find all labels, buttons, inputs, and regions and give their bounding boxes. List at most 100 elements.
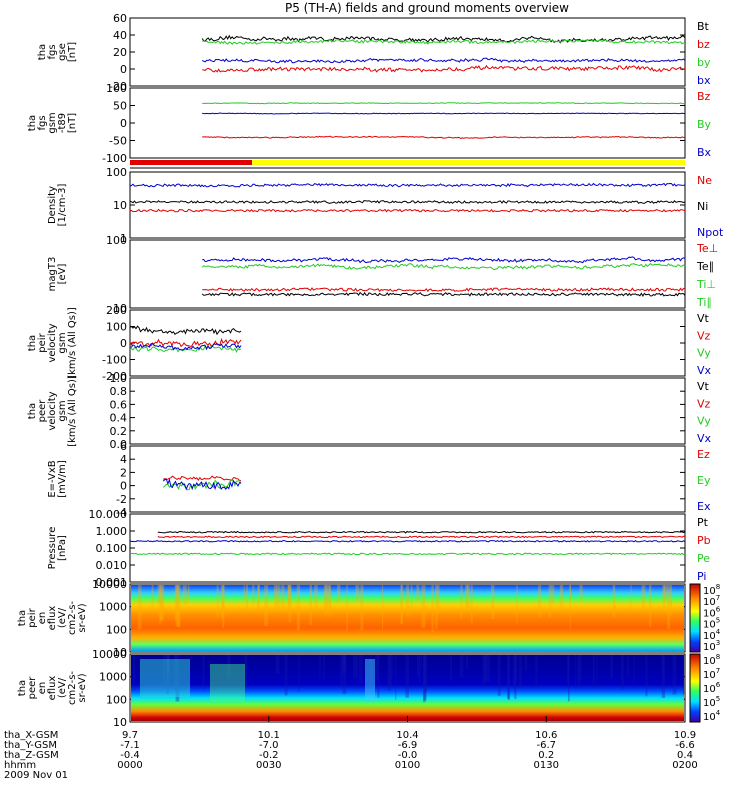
spec-streak bbox=[567, 655, 570, 702]
xaxis-value: 10.1 bbox=[258, 730, 280, 741]
ytick-label-pressure: 1.000 bbox=[96, 525, 128, 538]
legend-temp: Te⊥ bbox=[696, 242, 718, 255]
spec-streak bbox=[157, 585, 161, 604]
legend-fgs_gsm: Bz bbox=[697, 90, 711, 103]
legend-pressure: Pt bbox=[697, 516, 709, 529]
ylabel-peer_spec: en bbox=[37, 682, 48, 695]
ytick-label-fgs_gsm: 50 bbox=[113, 100, 127, 113]
ylabel-peir_spec: sr-eV) bbox=[77, 603, 88, 632]
spec-streak bbox=[276, 585, 281, 613]
spec-streak bbox=[649, 585, 652, 627]
spec-streak bbox=[410, 585, 413, 614]
spec-streak bbox=[559, 585, 564, 612]
legend-peir_vel: Vx bbox=[697, 364, 712, 377]
spec-streak bbox=[435, 585, 438, 629]
ylabel-fgs_gse: tha bbox=[37, 44, 48, 60]
spec-streak bbox=[425, 655, 427, 693]
ytick-label-pressure: 0.100 bbox=[96, 542, 128, 555]
spec-streak bbox=[296, 585, 301, 631]
spec-streak bbox=[682, 655, 685, 695]
xaxis-value: 0.4 bbox=[677, 750, 693, 761]
ylabel-pressure: Pressure bbox=[47, 527, 58, 570]
spec-streak bbox=[220, 585, 225, 619]
spec-streak bbox=[340, 655, 343, 685]
spec-streak bbox=[342, 655, 346, 674]
ylabel-peir_spec: (eV/ bbox=[57, 607, 68, 628]
xaxis-value: 0200 bbox=[672, 760, 697, 771]
xaxis-date: 2009 Nov 01 bbox=[4, 770, 68, 781]
spec-streak bbox=[514, 655, 517, 699]
spec-streak bbox=[507, 655, 510, 701]
ylabel-peir_spec: tha bbox=[17, 610, 28, 626]
ylabel-fgs_gsm: [nT] bbox=[67, 113, 78, 133]
spec-streak bbox=[377, 655, 380, 698]
xaxis-value: 0130 bbox=[534, 760, 559, 771]
xaxis-value: -6.7 bbox=[536, 740, 556, 751]
spec-streak bbox=[287, 585, 292, 606]
ylabel-peer_spec: tha bbox=[17, 680, 28, 696]
ytick-label-fgs_gse: 0 bbox=[120, 63, 127, 76]
ytick-label-efield: -4 bbox=[116, 506, 127, 519]
spec-streak bbox=[621, 655, 624, 690]
ylabel-peer_spec: (eV/ bbox=[57, 677, 68, 698]
ytick-label-peir_spec: 10 bbox=[113, 646, 127, 659]
ytick-label-peir_spec: 100 bbox=[106, 623, 127, 636]
ytick-label-efield: 6 bbox=[120, 440, 127, 453]
spec-streak bbox=[273, 585, 277, 607]
ytick-label-peir_spec: 10000 bbox=[92, 578, 127, 591]
spec-streak bbox=[392, 655, 394, 676]
xaxis-value: 10.9 bbox=[674, 730, 696, 741]
spec-streak bbox=[596, 655, 598, 690]
spec-streak bbox=[405, 655, 409, 698]
spec-streak bbox=[174, 585, 179, 620]
panel-frame-peir_spec bbox=[129, 583, 686, 653]
ytick-label-density: 10 bbox=[113, 199, 127, 212]
ylabel-peir_spec: en bbox=[37, 612, 48, 625]
colorbar-label-peer_spec: 107 bbox=[703, 667, 720, 681]
legend-peir_vel: Vz bbox=[697, 329, 711, 342]
spec-streak bbox=[418, 655, 421, 683]
spec-streak bbox=[375, 655, 379, 681]
spec-streak bbox=[388, 655, 391, 691]
spec-streak bbox=[387, 655, 390, 691]
ylabel-peer_vel: peer bbox=[37, 399, 48, 423]
spec-streak bbox=[485, 655, 488, 681]
spec-streak bbox=[309, 585, 313, 625]
xaxis-row-label: tha_Z-GSM bbox=[4, 750, 59, 761]
spec-streak bbox=[466, 585, 470, 608]
legend-peer_vel: Vt bbox=[697, 380, 710, 393]
spec-streak bbox=[449, 655, 452, 682]
legend-peer_vel: Vz bbox=[697, 397, 711, 410]
legend-efield: Ex bbox=[697, 500, 711, 513]
legend-peir_vel: Vt bbox=[697, 312, 710, 325]
xaxis-value: 0030 bbox=[256, 760, 281, 771]
ylabel-peir_vel: [km/s (All Qs)] bbox=[67, 307, 78, 379]
ylabel-peer_vel: gsm bbox=[57, 400, 68, 421]
spec-streak bbox=[548, 585, 552, 619]
xaxis-value: 9.7 bbox=[122, 730, 138, 741]
spec-streak bbox=[406, 585, 409, 616]
xaxis-row-label: tha_X-GSM bbox=[4, 730, 58, 741]
ytick-label-peer_vel: 0.4 bbox=[110, 412, 128, 425]
spec-streak bbox=[243, 585, 245, 602]
ylabel-density: [1/cm-3] bbox=[57, 184, 68, 227]
status-bar-red bbox=[130, 160, 253, 165]
spec-streak bbox=[466, 655, 468, 670]
spec-streak bbox=[666, 585, 668, 599]
spec-streak bbox=[470, 585, 473, 623]
spec-streak bbox=[244, 655, 248, 687]
ylabel-peer_spec: eflux bbox=[47, 676, 58, 701]
series-fgs_gsm-By bbox=[202, 102, 686, 105]
ytick-label-peer_vel: 0.6 bbox=[110, 398, 128, 411]
ylabel-temp: magT3 bbox=[47, 257, 58, 292]
spec-streak bbox=[515, 655, 518, 680]
ylabel-peer_vel: velocity bbox=[47, 391, 58, 430]
spec-streak bbox=[281, 585, 285, 607]
spec-streak bbox=[159, 585, 161, 626]
ytick-label-peer_vel: 1.0 bbox=[110, 372, 128, 385]
ytick-label-fgs_gse: 40 bbox=[113, 29, 127, 42]
spec-streak bbox=[575, 655, 577, 690]
ytick-label-peir_vel: 200 bbox=[106, 304, 127, 317]
panel-frame-peir_vel bbox=[129, 309, 686, 377]
